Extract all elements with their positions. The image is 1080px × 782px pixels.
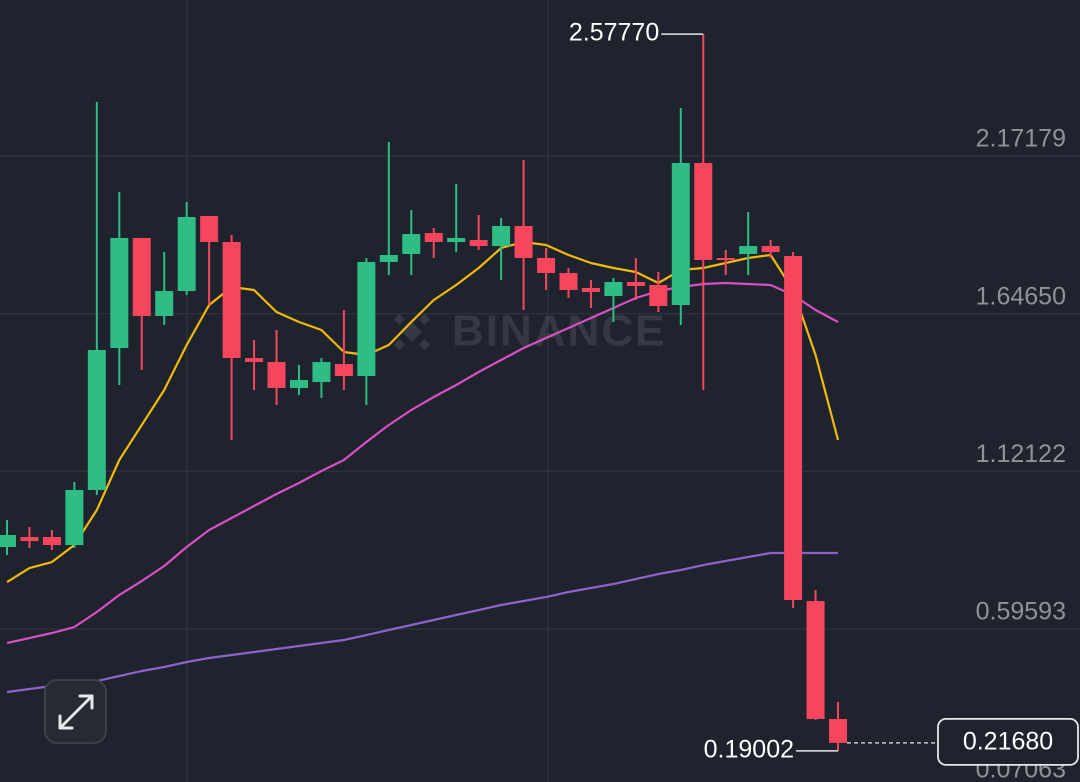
plot [0, 34, 848, 751]
candle-body [65, 489, 84, 546]
grid [0, 155, 1080, 630]
ma-line [6, 240, 840, 583]
candle-body [222, 241, 241, 359]
candle-body [671, 163, 690, 306]
watermark-group: BINANCE [393, 307, 666, 356]
candle-body [289, 379, 308, 389]
candle-body [200, 215, 219, 242]
y-tick-label: 0.59593 [976, 598, 1066, 626]
candle-body [334, 363, 353, 377]
candle-body [649, 285, 668, 306]
candle-body [357, 261, 376, 377]
candle-body [20, 537, 39, 542]
candle-body [829, 719, 848, 743]
candle-body [492, 225, 511, 247]
ma-line [6, 551, 839, 694]
y-tick-label: 1.64650 [976, 282, 1066, 310]
candle-body [739, 246, 758, 255]
candle-body [424, 232, 443, 242]
ma-line [6, 281, 839, 645]
low-marker-label: 0.19002 [704, 736, 794, 764]
candle-body [267, 362, 286, 389]
candle-body [0, 535, 16, 548]
watermark: BINANCE [452, 307, 666, 356]
candle-body [694, 163, 713, 261]
high-marker-label: 2.57770 [569, 19, 659, 47]
candle-body [42, 537, 61, 546]
candle-body [402, 234, 421, 255]
candle-body [132, 238, 151, 316]
candle-body [716, 257, 735, 261]
candle-body [245, 358, 264, 363]
candle-body [604, 282, 623, 297]
candle-body [761, 246, 780, 253]
candle-body [312, 362, 331, 383]
candle-body [155, 291, 174, 316]
candle-body [87, 350, 106, 490]
candle-body [537, 257, 556, 274]
candle-body [379, 254, 398, 262]
candle-body [514, 225, 533, 258]
y-tick-label: 1.12122 [976, 440, 1066, 468]
expand-icon [58, 694, 94, 730]
candle-body [581, 288, 600, 293]
expand-button[interactable] [44, 679, 107, 744]
last-price-label: 0.21680 [963, 727, 1053, 755]
candle-body [559, 273, 578, 290]
candle-body [177, 216, 196, 292]
y-tick-label: 2.17179 [976, 125, 1066, 153]
candle-body [626, 282, 645, 287]
candle-body [447, 238, 466, 242]
last-price-box [937, 717, 1079, 766]
candle-body [784, 256, 803, 601]
candle-body [806, 601, 825, 720]
labels: 2.171791.646501.121220.595930.070632.577… [569, 19, 1079, 782]
candle-body [469, 240, 488, 247]
candle-body [110, 238, 129, 348]
